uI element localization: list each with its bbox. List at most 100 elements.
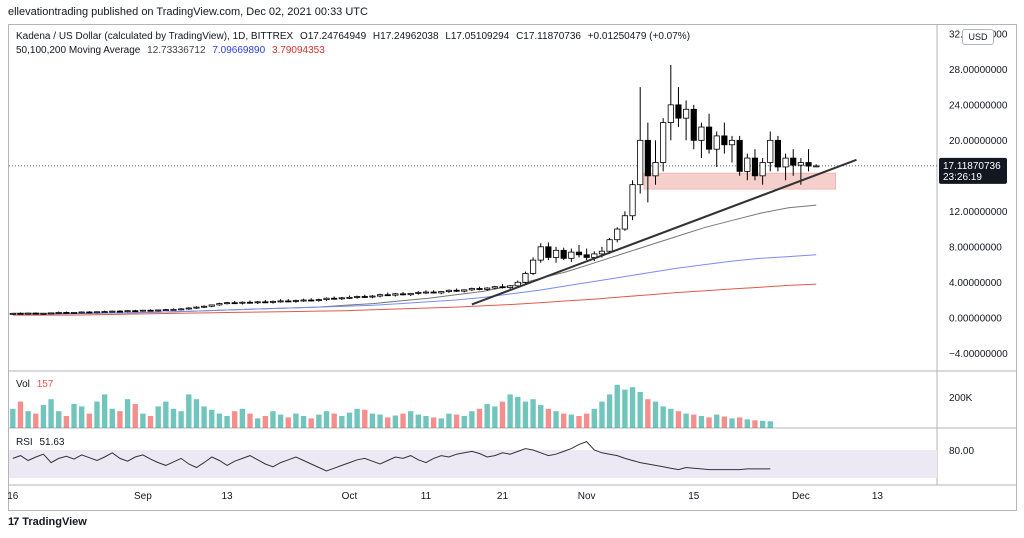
candle-body (48, 312, 55, 315)
candle-body (507, 285, 514, 289)
candle-body (759, 162, 766, 177)
volume-bar (316, 414, 322, 428)
volume-bar (545, 408, 552, 428)
candle (461, 289, 468, 293)
volume-bar (124, 399, 131, 428)
candle-body (124, 310, 131, 313)
candle (201, 305, 208, 309)
candle (782, 153, 789, 181)
x-tick-label: 13 (872, 491, 884, 502)
candle-body (216, 303, 223, 306)
ohlc-high: H17.24962038 (372, 31, 439, 42)
volume-bar (224, 416, 230, 428)
candle (552, 246, 560, 263)
candle (384, 292, 391, 297)
candle-body (683, 108, 690, 119)
candle-body (614, 228, 621, 241)
candle-body (583, 254, 590, 258)
x-axis-ticks: 16 Sep 13 Oct 11 21 Nov 15 Dec 13 (7, 491, 883, 502)
candle-body (40, 312, 47, 315)
candle (193, 306, 200, 309)
volume-bar (660, 406, 666, 428)
footer-brand[interactable]: 17 TradingView (8, 516, 87, 528)
volume-bar (721, 416, 728, 428)
candle (652, 140, 659, 185)
volume-bar (209, 409, 215, 428)
y-tick-label: 4.00000000 (949, 278, 1002, 289)
candle-body (621, 215, 628, 230)
y-tick-label: 8.00000000 (949, 242, 1002, 253)
candle-body (476, 288, 483, 290)
candle (759, 158, 766, 185)
ohlc-low: L17.05109294 (445, 31, 510, 42)
candle-body (285, 300, 292, 303)
candle-body (369, 295, 376, 298)
candle-body (361, 296, 368, 298)
candle-body (461, 289, 468, 292)
candle-body (782, 157, 789, 168)
volume-bar (63, 416, 70, 428)
candle (736, 135, 743, 176)
candle (644, 122, 651, 203)
candle-body (705, 126, 713, 150)
volume-bar (247, 413, 253, 428)
volume-bar (469, 411, 475, 428)
candle-body (155, 309, 162, 312)
candle (139, 309, 146, 312)
candle (690, 104, 697, 150)
candle-body (308, 299, 315, 302)
ma100-value: 7.09669890 (212, 45, 266, 56)
volume-bar (759, 420, 766, 428)
candle (621, 211, 628, 231)
candle-body (522, 273, 529, 283)
candle (422, 290, 430, 294)
ohlc-close: C17.11870736 (516, 31, 581, 42)
candle-body (109, 310, 116, 313)
candle (667, 64, 674, 141)
y-tick-label: 0.00000000 (949, 313, 1002, 324)
volume-bar (698, 416, 705, 428)
candle (331, 296, 338, 300)
candle-body (751, 157, 759, 177)
volume-bar (568, 414, 575, 428)
candle-body (331, 297, 338, 300)
currency-label[interactable]: USD (962, 29, 994, 45)
candle-body (292, 300, 299, 302)
price-tag-countdown: 23:26:19 (943, 172, 982, 183)
candle (178, 308, 185, 311)
candle (25, 312, 32, 315)
volume-bar (645, 399, 651, 428)
candle (346, 295, 353, 300)
candle-body (376, 294, 384, 297)
candle (415, 291, 422, 295)
volume-bar (461, 416, 467, 428)
rsi-band (9, 450, 937, 478)
volume-bar (767, 421, 773, 428)
candle (522, 271, 529, 285)
candle-body (162, 309, 169, 312)
candle (790, 149, 797, 176)
candle (254, 300, 261, 305)
volume-bar (538, 404, 544, 428)
ma-legend: 50,100,200 Moving Average 12.73336712 7.… (16, 45, 329, 56)
candle (285, 299, 292, 303)
volume-bar (377, 414, 383, 428)
candle (315, 298, 322, 302)
candle (239, 301, 246, 305)
candle-body (32, 312, 39, 315)
candle (162, 308, 169, 312)
candle (109, 310, 116, 313)
volume-bar (622, 389, 628, 428)
volume-bar (507, 394, 513, 428)
volume-bar (117, 411, 123, 428)
candle (476, 286, 483, 291)
candle (9, 312, 16, 315)
candle-body (698, 126, 705, 141)
candle-body (468, 288, 475, 291)
candle-body (86, 311, 93, 314)
rsi-tick-label: 80.00 (949, 446, 974, 457)
volume-bar (583, 413, 590, 428)
volume-bar (147, 416, 154, 428)
volume-bar (576, 416, 582, 428)
